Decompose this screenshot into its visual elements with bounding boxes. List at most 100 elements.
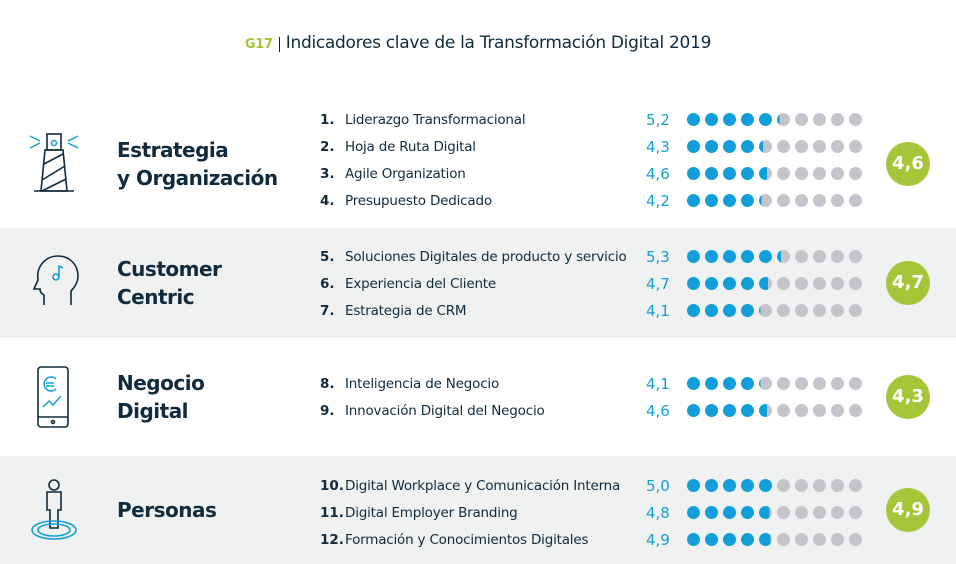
indicator-value: 4,1 bbox=[646, 302, 670, 320]
indicator-row: 4. Presupuesto Dedicado 4,2 bbox=[320, 191, 940, 211]
rating-dot bbox=[795, 533, 808, 546]
rating-dot bbox=[849, 533, 862, 546]
indicator-value: 5,2 bbox=[646, 111, 670, 129]
rating-dot bbox=[759, 533, 772, 546]
rating-dot bbox=[831, 479, 844, 492]
rating-dot bbox=[831, 167, 844, 180]
rating-dot bbox=[795, 404, 808, 417]
rating-dot bbox=[741, 167, 754, 180]
rating-dot bbox=[849, 140, 862, 153]
rating-dot bbox=[723, 277, 736, 290]
rating-dot bbox=[777, 167, 790, 180]
rating-dot bbox=[849, 479, 862, 492]
indicator-label: Soluciones Digitales de producto y servi… bbox=[345, 249, 627, 265]
rating-dot bbox=[687, 404, 700, 417]
indicator-value: 4,3 bbox=[646, 138, 670, 156]
rating-dot bbox=[849, 250, 862, 263]
category-line: Customer bbox=[117, 257, 222, 281]
rating-dot bbox=[705, 194, 718, 207]
rating-dots bbox=[687, 250, 862, 263]
rating-dot bbox=[777, 304, 790, 317]
rating-dot bbox=[741, 140, 754, 153]
rating-dot bbox=[795, 506, 808, 519]
rating-dot bbox=[849, 404, 862, 417]
rating-dot bbox=[831, 140, 844, 153]
rating-dot bbox=[849, 506, 862, 519]
rating-dot bbox=[777, 377, 790, 390]
indicator-number: 2. bbox=[320, 139, 335, 155]
rating-dot bbox=[813, 194, 826, 207]
rating-dot bbox=[687, 277, 700, 290]
indicator-number: 1. bbox=[320, 112, 335, 128]
indicator-number: 3. bbox=[320, 166, 335, 182]
indicator-row: 12. Formación y Conocimientos Digitales 4,… bbox=[320, 530, 940, 550]
group-average-badge: 4,7 bbox=[886, 261, 930, 305]
rating-dot bbox=[831, 304, 844, 317]
rating-dot bbox=[795, 194, 808, 207]
rating-dot bbox=[831, 250, 844, 263]
category-label: Estrategia y Organización bbox=[117, 136, 278, 192]
rating-dot bbox=[741, 277, 754, 290]
indicator-value: 4,7 bbox=[646, 275, 670, 293]
smartphone-euro-icon bbox=[28, 365, 80, 433]
rating-dot bbox=[759, 140, 772, 153]
indicator-value: 5,0 bbox=[646, 477, 670, 495]
category-line: Centric bbox=[117, 285, 195, 309]
indicator-label: Agile Organization bbox=[345, 166, 466, 182]
rating-dot bbox=[705, 167, 718, 180]
rating-dot bbox=[813, 479, 826, 492]
rating-dot bbox=[741, 506, 754, 519]
rating-dot bbox=[813, 404, 826, 417]
rating-dot bbox=[741, 194, 754, 207]
rating-dot bbox=[813, 250, 826, 263]
rating-dot bbox=[813, 533, 826, 546]
rating-dot bbox=[741, 404, 754, 417]
rating-dot bbox=[831, 194, 844, 207]
rating-dot bbox=[687, 533, 700, 546]
rating-dot bbox=[759, 194, 772, 207]
indicator-label: Digital Employer Branding bbox=[345, 505, 518, 521]
indicator-number: 10. bbox=[320, 478, 344, 494]
rating-dot bbox=[705, 277, 718, 290]
category-line: Personas bbox=[117, 498, 217, 522]
rating-dot bbox=[759, 479, 772, 492]
title-text: Indicadores clave de la Transformación D… bbox=[285, 33, 712, 53]
category-label: Negocio Digital bbox=[117, 369, 205, 425]
rating-dot bbox=[813, 506, 826, 519]
category-label: Personas bbox=[117, 496, 217, 524]
rating-dots bbox=[687, 404, 862, 417]
rating-dot bbox=[795, 479, 808, 492]
indicator-number: 4. bbox=[320, 193, 335, 209]
rating-dot bbox=[705, 479, 718, 492]
head-music-icon bbox=[28, 251, 80, 311]
rating-dot bbox=[705, 250, 718, 263]
chart-title: G17 Indicadores clave de la Transformació… bbox=[0, 33, 956, 53]
indicator-label: Hoja de Ruta Digital bbox=[345, 139, 476, 155]
indicator-number: 11. bbox=[320, 505, 344, 521]
rating-dot bbox=[741, 250, 754, 263]
rating-dot bbox=[813, 304, 826, 317]
rating-dot bbox=[723, 113, 736, 126]
rating-dots bbox=[687, 140, 862, 153]
rating-dot bbox=[687, 250, 700, 263]
rating-dot bbox=[759, 250, 772, 263]
indicator-row: 7. Estrategia de CRM 4,1 bbox=[320, 301, 940, 321]
indicator-value: 4,6 bbox=[646, 165, 670, 183]
group-average-badge: 4,3 bbox=[886, 375, 930, 419]
rating-dot bbox=[759, 404, 772, 417]
rating-dot bbox=[741, 304, 754, 317]
rating-dot bbox=[723, 250, 736, 263]
rating-dot bbox=[759, 304, 772, 317]
rating-dot bbox=[813, 277, 826, 290]
rating-dots bbox=[687, 194, 862, 207]
rating-dot bbox=[795, 304, 808, 317]
rating-dot bbox=[759, 506, 772, 519]
indicator-number: 9. bbox=[320, 403, 335, 419]
group-average-badge: 4,6 bbox=[886, 142, 930, 186]
rating-dot bbox=[705, 377, 718, 390]
indicator-number: 5. bbox=[320, 249, 335, 265]
rating-dot bbox=[849, 304, 862, 317]
indicator-label: Estrategia de CRM bbox=[345, 303, 467, 319]
rating-dot bbox=[705, 533, 718, 546]
rating-dot bbox=[723, 140, 736, 153]
